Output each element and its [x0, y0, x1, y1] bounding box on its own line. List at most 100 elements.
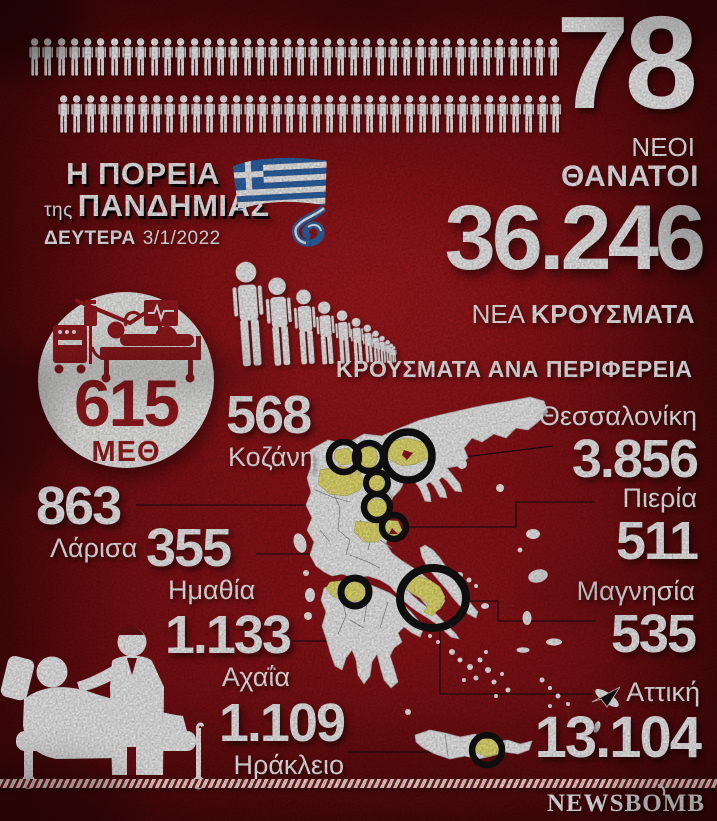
- map-region-thessaloniki-highlight: [384, 437, 433, 467]
- map-ring-pella: [363, 469, 391, 497]
- person-icon: [241, 36, 254, 78]
- cases-crowd-icon: [226, 241, 414, 375]
- map-region-pieria-highlight: [380, 519, 403, 538]
- map-region-magnisia-highlight: [401, 575, 446, 617]
- person-icon: [97, 93, 110, 135]
- person-icon: [203, 93, 216, 135]
- person-icon: [427, 36, 440, 78]
- region-stat-kozani: 568 Κοζάνη: [226, 385, 315, 473]
- person-icon: [307, 36, 320, 78]
- map-ring-imathia: [360, 490, 394, 524]
- person-icon: [177, 93, 190, 135]
- person-icon: [403, 93, 416, 135]
- person-icon: [440, 36, 453, 78]
- person-icon: [270, 93, 283, 135]
- person-icon: [150, 93, 163, 135]
- person-icon: [336, 93, 349, 135]
- person-icon: [108, 36, 121, 78]
- icu-label: ΜΕΘ: [91, 436, 161, 468]
- title-article: της: [44, 200, 73, 222]
- person-icon: [429, 93, 442, 135]
- person-icon: [161, 36, 174, 78]
- person-icon: [94, 36, 107, 78]
- region-value: 568: [226, 385, 312, 445]
- person-icon: [443, 93, 456, 135]
- person-icon: [536, 93, 549, 135]
- person-icon: [376, 93, 389, 135]
- icu-badge: 615 ΜΕΘ: [38, 292, 214, 468]
- deaths-label-line1: ΝΕΟΙ: [631, 132, 695, 162]
- person-icon: [110, 93, 123, 135]
- doctor-patient-bed-icon: [0, 626, 205, 790]
- region-value: 355: [146, 518, 232, 578]
- map-region-irakleio-highlight: [472, 737, 501, 758]
- person-icon: [55, 36, 68, 78]
- region-name: Πιερία: [622, 483, 697, 513]
- cases-label: ΝΕΑ ΚΡΟΥΣΜΑΤΑ: [472, 299, 695, 330]
- person-icon: [483, 93, 496, 135]
- region-value: 3.856: [571, 428, 699, 489]
- map-region-kozani-highlight: [317, 465, 365, 497]
- person-icon: [296, 93, 309, 135]
- region-stat-pieria: Πιερία 511: [616, 483, 699, 568]
- map-region-imathia-highlight: [362, 497, 389, 520]
- person-icon: [283, 93, 296, 135]
- person-icon: [230, 93, 243, 135]
- person-icon: [467, 36, 480, 78]
- person-icon: [363, 93, 376, 135]
- person-icon: [188, 36, 201, 78]
- person-icon: [121, 36, 134, 78]
- greek-flag-icon: [232, 155, 330, 247]
- person-icon: [148, 36, 161, 78]
- person-icon: [323, 93, 336, 135]
- person-icon: [81, 36, 94, 78]
- deaths-label: ΝΕΟΙ ΘΑΝΑΤΟΙ: [561, 132, 699, 193]
- person-icon: [350, 93, 363, 135]
- person-icon: [281, 36, 294, 78]
- person-icon: [190, 93, 203, 135]
- section-title: ΚΡΟΥΣΜΑΤΑ ΑΝΑ ΠΕΡΙΦΕΡΕΙΑ: [336, 356, 693, 382]
- region-stat-thessaloniki: Θεσσαλονίκη 3.856: [539, 403, 699, 489]
- person-icon: [416, 93, 429, 135]
- person-icon: [134, 36, 147, 78]
- map-region-pella-highlight: [363, 473, 386, 493]
- region-name: Μαγνησία: [576, 576, 695, 606]
- person-icon: [163, 93, 176, 135]
- region-value: 863: [36, 476, 122, 536]
- person-icon: [414, 36, 427, 78]
- map-ring-achaia: [337, 574, 373, 610]
- region-value: 13.104: [534, 704, 702, 770]
- person-icon: [469, 93, 482, 135]
- map-region-achaia-highlight: [325, 579, 369, 603]
- person-icon: [294, 36, 307, 78]
- person-icon: [480, 36, 493, 78]
- person-icon: [214, 36, 227, 78]
- person-icon: [387, 36, 400, 78]
- map-ring-florina: [351, 439, 387, 475]
- bomb-o-icon: O: [642, 790, 663, 817]
- person-icon: [533, 36, 546, 78]
- person-icon: [507, 36, 520, 78]
- person-icon: [256, 93, 269, 135]
- region-stat-larisa: 863 Λάρισα: [36, 476, 137, 562]
- deaths-pictogram-row-1: [28, 36, 568, 78]
- date-value: 3/1/2022: [142, 228, 221, 250]
- person-icon: [137, 93, 150, 135]
- person-icon: [201, 36, 214, 78]
- brand-logo: NEWSBOMB: [546, 790, 705, 817]
- person-icon: [174, 36, 187, 78]
- region-name: Αττική: [626, 677, 700, 707]
- region-name: Κοζάνη: [228, 442, 315, 473]
- map-region-florina-highlight: [357, 445, 379, 469]
- person-icon: [267, 36, 280, 78]
- person-icon: [123, 93, 136, 135]
- person-icon: [310, 93, 323, 135]
- map-ring-magnisia: [396, 564, 470, 632]
- person-icon: [456, 93, 469, 135]
- map-region-kastoria-highlight: [333, 447, 354, 466]
- map-ring-pieria: [378, 511, 410, 543]
- person-icon: [84, 93, 97, 135]
- person-icon: [374, 36, 387, 78]
- person-icon: [217, 93, 230, 135]
